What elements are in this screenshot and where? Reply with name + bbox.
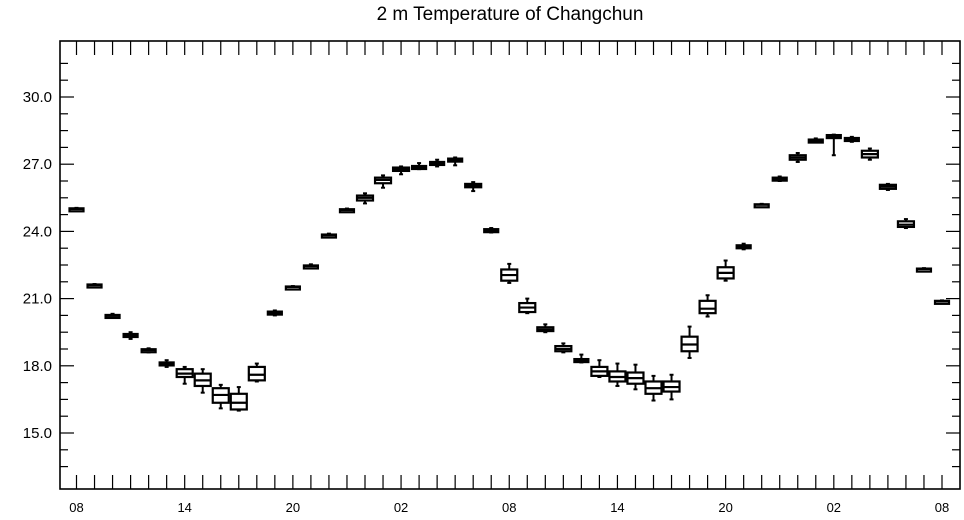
x-axis: 08 14 20 02 08 14 20 02 08 [69, 41, 949, 515]
x-tick-label: 20 [718, 500, 732, 515]
box-plot [266, 309, 283, 317]
box-body [698, 299, 717, 315]
box-plot [247, 362, 266, 383]
box-plot [788, 152, 807, 163]
box-plot [175, 365, 194, 385]
box-series [68, 133, 951, 412]
box-plot [464, 181, 483, 193]
box-plot [536, 323, 555, 334]
x-tick-label: 20 [286, 500, 300, 515]
box-plot [933, 299, 951, 305]
box-plot [825, 133, 842, 157]
box-plot [500, 262, 519, 284]
box-plot [843, 135, 860, 143]
box-plot [662, 373, 681, 401]
box-plot [86, 283, 103, 289]
x-tick-label: 08 [502, 500, 516, 515]
box-plot [698, 294, 717, 318]
box-plot [158, 359, 175, 368]
box-plot [608, 362, 627, 387]
box-plot [680, 325, 699, 359]
box-plot [644, 374, 663, 402]
y-tick-label: 24.0 [23, 223, 52, 240]
x-tick-label: 14 [610, 500, 624, 515]
box-plot [518, 297, 537, 315]
box-plot [410, 162, 428, 171]
y-tick-label: 21.0 [23, 291, 52, 308]
box-body [247, 365, 266, 382]
box-plot [915, 267, 933, 273]
box-plot [483, 227, 500, 234]
box-plot [140, 347, 157, 354]
y-tick-label: 15.0 [23, 425, 52, 442]
box-plot [229, 386, 248, 412]
y-tick-label: 27.0 [23, 156, 52, 173]
box-plot [355, 192, 375, 205]
box-plot [554, 342, 573, 354]
box-plot [896, 218, 916, 230]
box-plot [626, 363, 645, 391]
box-plot [104, 312, 121, 320]
box-plot [573, 353, 590, 364]
box-plot [193, 368, 212, 394]
box-plot [807, 137, 824, 144]
box-plot [447, 156, 464, 167]
y-tick-label: 18.0 [23, 358, 52, 375]
box-body [229, 392, 248, 411]
y-axis: 15.0 18.0 21.0 24.0 27.0 30.0 [23, 62, 960, 468]
box-plot [716, 259, 735, 282]
box-plot [590, 359, 609, 378]
box-plot [122, 331, 139, 340]
x-tick-label: 14 [177, 500, 191, 515]
chart-title: 2 m Temperature of Changchun [376, 4, 644, 25]
box-plot [284, 285, 301, 291]
box-plot [735, 242, 752, 251]
x-tick-label: 08 [69, 500, 83, 515]
box-plot [302, 263, 320, 270]
box-plot [211, 383, 230, 410]
box-plot [429, 158, 446, 168]
box-plot [68, 206, 85, 213]
x-tick-label: 08 [935, 500, 949, 515]
box-plot [338, 207, 356, 214]
box-plot [373, 174, 393, 189]
box-plot [753, 202, 770, 209]
box-plot [860, 147, 879, 161]
x-tick-label: 02 [827, 500, 841, 515]
box-plot [771, 175, 788, 182]
x-tick-label: 02 [394, 500, 408, 515]
box-plot [878, 182, 898, 191]
y-tick-label: 30.0 [23, 89, 52, 106]
box-plot [391, 165, 411, 176]
box-plot [320, 232, 338, 239]
